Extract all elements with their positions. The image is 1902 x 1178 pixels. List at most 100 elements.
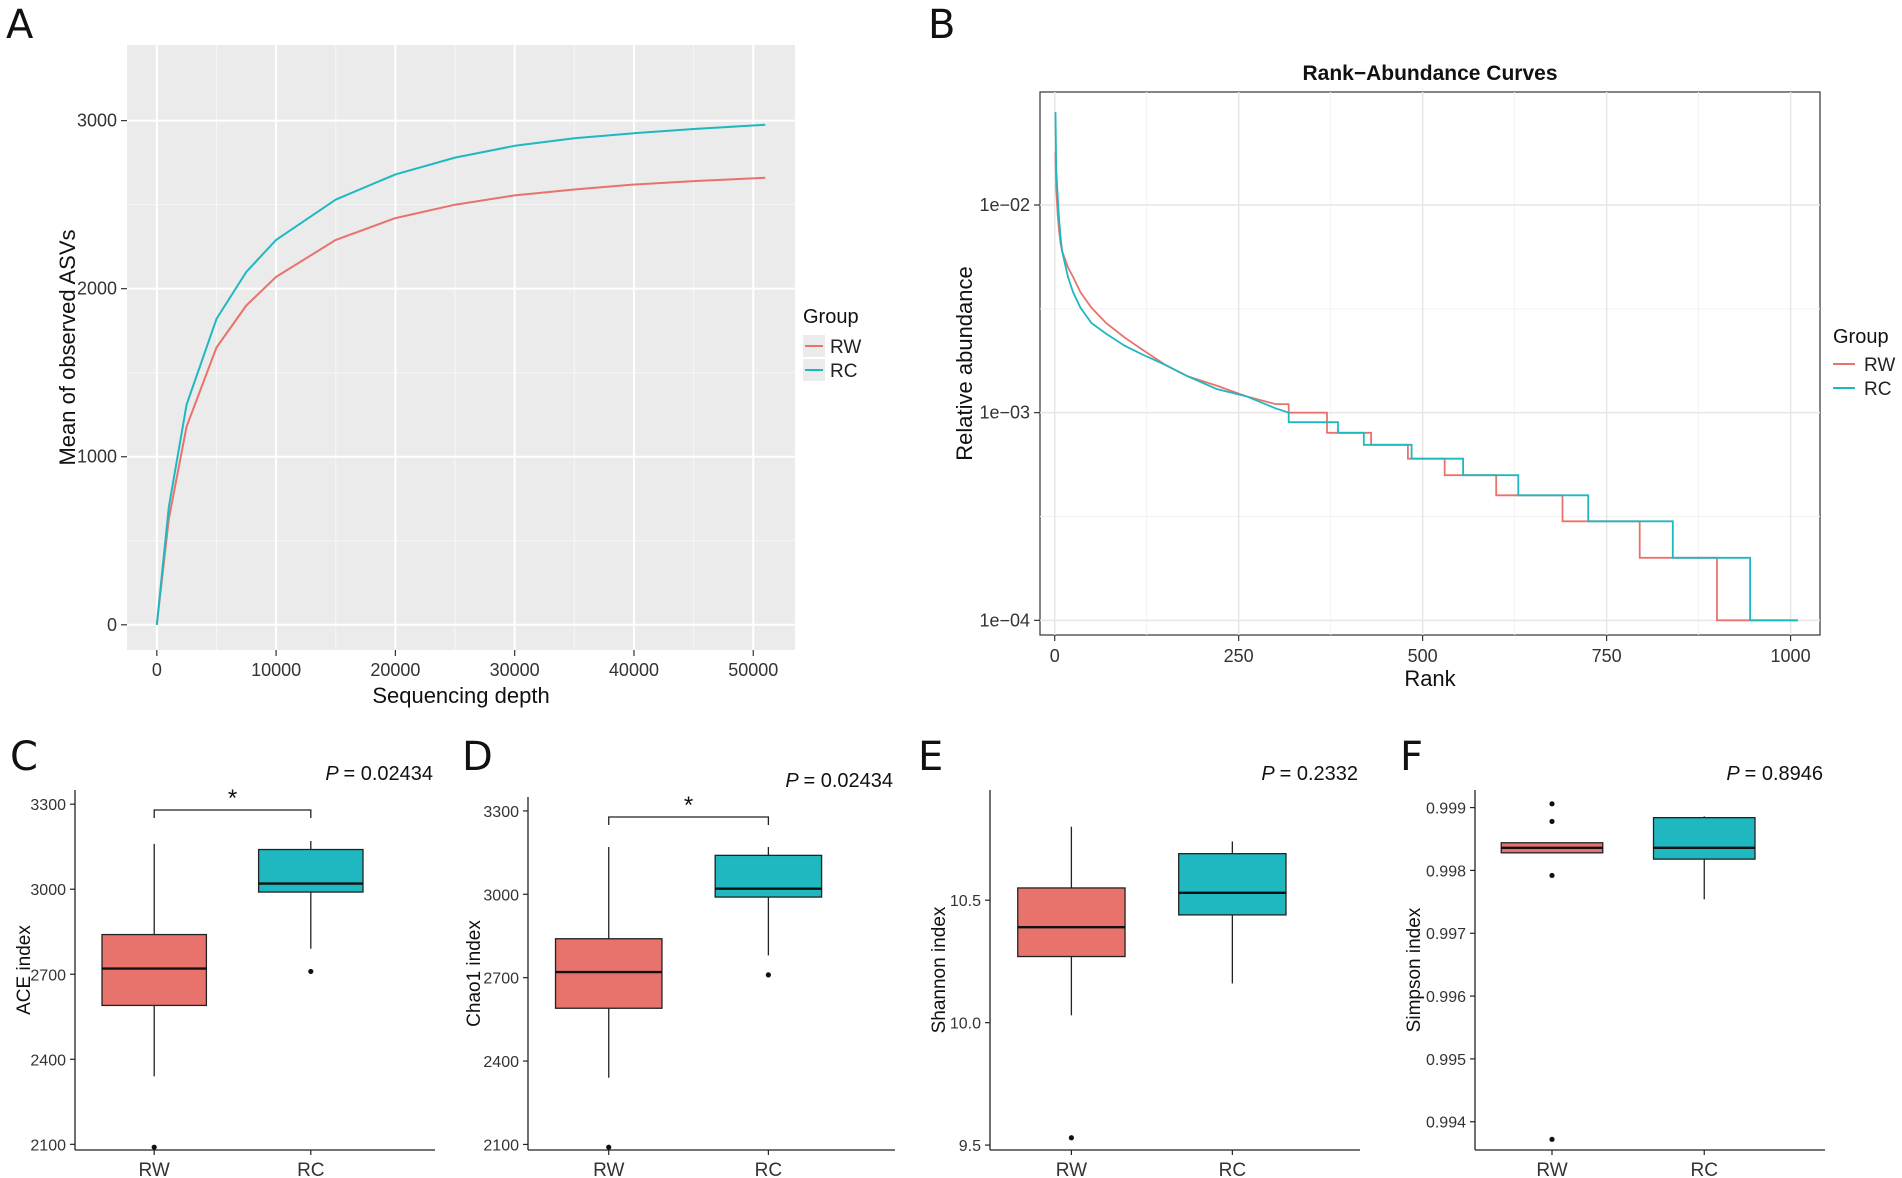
y-tick-label-d: 3000	[483, 887, 519, 904]
outlier-point-rw	[1068, 1135, 1074, 1141]
y-axis-label-f: Simpson index	[1404, 907, 1425, 1032]
outlier-point-rw	[151, 1144, 157, 1150]
x-tick-label-a: 0	[152, 660, 162, 680]
y-tick-label-b: 1e−03	[979, 403, 1030, 423]
y-tick-label-a: 1000	[77, 447, 117, 467]
x-tick-label-a: 20000	[370, 660, 420, 680]
x-tick-label-a: 40000	[609, 660, 659, 680]
y-tick-label-a: 0	[107, 615, 117, 635]
y-tick-label-e: 10.5	[950, 893, 981, 910]
y-tick-label-c: 2100	[30, 1137, 66, 1154]
p-symbol: P	[1726, 763, 1744, 785]
box-rw	[554, 938, 663, 1009]
x-tick-label-a: 50000	[728, 660, 778, 680]
outlier-point-rw	[1549, 818, 1555, 825]
x-tick-label-rc: RC	[1219, 1160, 1246, 1178]
chart-title-b: Rank−Abundance Curves	[1303, 62, 1558, 85]
chart-f-simpson-boxplot: 0.994 0.995 0.996 0.997 0.998 0.999 RW RC Simpso…	[1404, 763, 1825, 1178]
p-value-annotation-d: P = 0.02434	[785, 770, 893, 792]
x-tick-label-rc: RC	[1691, 1160, 1718, 1178]
chart-a-rarefaction: 0 10000 20000 30000 40000 50000 0 1000 2000 3000 S…	[55, 45, 861, 708]
y-axis-label-c: ACE index	[14, 925, 35, 1015]
y-axis-label-d: Chao1 index	[464, 920, 485, 1027]
y-tick-label-e: 9.5	[959, 1138, 981, 1155]
x-tick-label-rw: RW	[1056, 1160, 1087, 1178]
legend-label-rc: RC	[1864, 379, 1891, 400]
y-tick-label-d: 2100	[483, 1137, 519, 1154]
p-value-annotation-f: P = 0.8946	[1726, 763, 1823, 785]
box-rw	[1017, 887, 1126, 958]
series-line-rw	[155, 176, 766, 625]
x-axis-label-b: Rank	[1404, 666, 1456, 691]
box-rw	[101, 933, 208, 1007]
p-value-annotation-c: P = 0.02434	[325, 763, 433, 785]
box-rc	[1178, 853, 1287, 916]
x-tick-label-rw: RW	[1536, 1160, 1567, 1178]
p-value: = 0.8946	[1745, 763, 1823, 785]
y-tick-label-a: 2000	[77, 279, 117, 299]
y-axis-label-e: Shannon index	[929, 906, 950, 1033]
x-tick-label-b: 0	[1050, 646, 1060, 666]
x-tick-label-b: 1000	[1771, 646, 1811, 666]
significance-star-c: *	[228, 785, 237, 812]
plot-panel-a	[127, 45, 795, 650]
box-rc	[257, 848, 364, 893]
y-tick-label-b: 1e−02	[979, 195, 1030, 215]
x-tick-label-b: 750	[1592, 646, 1622, 666]
x-tick-label-rw: RW	[593, 1160, 624, 1178]
y-tick-label-f: 0.998	[1426, 863, 1466, 880]
series-line-rc	[1054, 112, 1798, 622]
panel-letter-f: F	[1400, 734, 1423, 780]
legend-title-a: Group	[803, 306, 859, 328]
outlier-point-rc	[308, 968, 314, 975]
panel-letter-e: E	[918, 734, 943, 780]
legend-title-b: Group	[1833, 326, 1889, 348]
y-tick-label-c: 2700	[30, 967, 66, 984]
p-symbol: P	[1261, 763, 1279, 785]
x-tick-label-rc: RC	[755, 1160, 782, 1178]
legend-label-rc: RC	[830, 361, 857, 382]
box-rc	[1652, 816, 1756, 860]
series-line-rc	[155, 123, 766, 625]
chart-d-chao1-boxplot: 2100 2400 2700 3000 3300 RW RC Chao1 index P = 0…	[464, 770, 895, 1178]
p-value: = 0.02434	[803, 770, 893, 792]
outlier-point-rw	[1549, 872, 1555, 879]
y-tick-label-c: 3300	[30, 797, 66, 814]
chart-c-ace-boxplot: 2100 2400 2700 3000 3300 RW RC ACE index P = 0.0…	[14, 763, 435, 1178]
y-axis-label-a: Mean of observed ASVs	[55, 229, 80, 465]
p-symbol: P	[325, 763, 343, 785]
x-axis-label-a: Sequencing depth	[372, 683, 549, 708]
y-tick-label-c: 2400	[30, 1052, 66, 1069]
y-tick-label-a: 3000	[77, 111, 117, 131]
y-tick-label-f: 0.997	[1426, 926, 1466, 943]
x-tick-label-b: 250	[1224, 646, 1254, 666]
legend-label-rw: RW	[830, 337, 861, 358]
y-tick-label-d: 3300	[483, 804, 519, 821]
outlier-point-rw	[606, 1144, 612, 1150]
p-value-annotation-e: P = 0.2332	[1261, 763, 1358, 785]
legend-label-rw: RW	[1864, 355, 1895, 376]
x-tick-label-b: 500	[1408, 646, 1438, 666]
panel-letter-b: B	[928, 2, 955, 48]
y-tick-label-d: 2400	[483, 1054, 519, 1071]
significance-star-d: *	[684, 792, 693, 819]
significance-bracket-c	[153, 809, 312, 818]
outlier-point-rw	[1549, 801, 1555, 807]
panel-letter-c: C	[10, 734, 38, 780]
p-value: = 0.2332	[1280, 763, 1358, 785]
plot-panel-b	[1039, 91, 1821, 636]
chart-e-shannon-boxplot: 9.5 10.0 10.5 RW RC Shannon index P = 0.2332	[929, 763, 1360, 1178]
p-value: = 0.02434	[343, 763, 433, 785]
x-tick-label-rc: RC	[297, 1160, 324, 1178]
outlier-point-rw	[1549, 1136, 1555, 1142]
chart-b-rank-abundance: 0 250 500 750 1000 1e−04 1e−03 1e−02 Rank−Abunda…	[952, 62, 1895, 691]
x-tick-label-a: 10000	[251, 660, 301, 680]
panel-letter-a: A	[6, 2, 34, 48]
y-axis-label-b: Relative abundance	[952, 266, 977, 460]
y-tick-label-f: 0.999	[1426, 801, 1466, 818]
y-tick-label-f: 0.995	[1426, 1052, 1466, 1069]
x-tick-label-rw: RW	[139, 1160, 170, 1178]
y-tick-label-f: 0.994	[1426, 1115, 1466, 1132]
y-tick-label-c: 3000	[30, 882, 66, 899]
